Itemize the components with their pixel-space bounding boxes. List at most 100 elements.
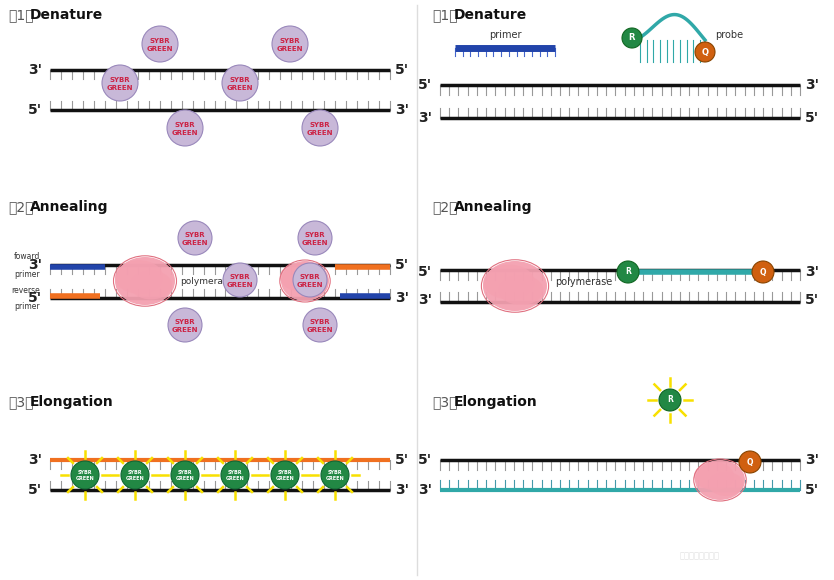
Text: GREEN: GREEN bbox=[307, 327, 334, 333]
Ellipse shape bbox=[115, 260, 163, 294]
Text: SYBR: SYBR bbox=[149, 38, 170, 44]
Text: GREEN: GREEN bbox=[147, 46, 173, 52]
Circle shape bbox=[168, 308, 202, 342]
Text: Denature: Denature bbox=[454, 8, 527, 22]
Text: 3': 3' bbox=[805, 78, 819, 92]
Ellipse shape bbox=[281, 261, 329, 301]
Ellipse shape bbox=[694, 462, 734, 490]
Text: SYBR: SYBR bbox=[174, 122, 195, 128]
Circle shape bbox=[221, 461, 249, 489]
Text: Q: Q bbox=[746, 458, 753, 466]
Text: GREEN: GREEN bbox=[325, 477, 344, 481]
Text: 5': 5' bbox=[805, 293, 819, 307]
Text: R: R bbox=[625, 267, 631, 277]
Text: Elongation: Elongation bbox=[454, 395, 538, 409]
Text: （2）: （2） bbox=[8, 200, 33, 214]
Text: 5': 5' bbox=[28, 483, 42, 497]
Text: 5': 5' bbox=[395, 63, 409, 77]
Text: Q: Q bbox=[701, 48, 709, 56]
Ellipse shape bbox=[484, 264, 535, 299]
Circle shape bbox=[71, 461, 99, 489]
Ellipse shape bbox=[709, 472, 743, 496]
Text: 3': 3' bbox=[395, 483, 409, 497]
Text: SYBR: SYBR bbox=[110, 77, 130, 83]
Circle shape bbox=[178, 221, 212, 255]
Circle shape bbox=[293, 263, 327, 297]
Text: 5': 5' bbox=[418, 265, 432, 279]
Text: GREEN: GREEN bbox=[297, 282, 324, 288]
Ellipse shape bbox=[294, 273, 328, 297]
Text: （2）: （2） bbox=[432, 200, 458, 214]
Circle shape bbox=[659, 389, 681, 411]
Circle shape bbox=[752, 261, 774, 283]
Text: SYBR: SYBR bbox=[174, 319, 195, 325]
Text: GREEN: GREEN bbox=[227, 282, 254, 288]
Text: R: R bbox=[667, 396, 673, 404]
Text: SYBR: SYBR bbox=[309, 319, 330, 325]
Ellipse shape bbox=[483, 261, 547, 311]
Text: 3': 3' bbox=[805, 265, 819, 279]
Text: GREEN: GREEN bbox=[277, 46, 304, 52]
Text: （1）: （1） bbox=[8, 8, 33, 22]
Circle shape bbox=[121, 461, 149, 489]
Text: Annealing: Annealing bbox=[454, 200, 532, 214]
Text: GREEN: GREEN bbox=[126, 477, 144, 481]
Text: SYBR: SYBR bbox=[128, 469, 143, 474]
Text: 3': 3' bbox=[28, 258, 42, 272]
Circle shape bbox=[102, 65, 138, 101]
Text: GREEN: GREEN bbox=[302, 240, 329, 246]
Text: GREEN: GREEN bbox=[307, 130, 334, 136]
Text: polymerase: polymerase bbox=[555, 277, 612, 287]
Text: GREEN: GREEN bbox=[172, 130, 198, 136]
Text: 5': 5' bbox=[395, 453, 409, 467]
Text: 3': 3' bbox=[418, 111, 432, 125]
Ellipse shape bbox=[115, 257, 175, 305]
Text: 知识丨福利金融讲: 知识丨福利金融讲 bbox=[680, 551, 720, 560]
Circle shape bbox=[272, 26, 308, 62]
Text: SYBR: SYBR bbox=[229, 77, 250, 83]
Text: 5': 5' bbox=[418, 78, 432, 92]
Text: Denature: Denature bbox=[30, 8, 103, 22]
Ellipse shape bbox=[499, 275, 544, 305]
Text: GREEN: GREEN bbox=[182, 240, 208, 246]
Text: 5': 5' bbox=[805, 111, 819, 125]
Text: （3）: （3） bbox=[8, 395, 33, 409]
Text: Annealing: Annealing bbox=[30, 200, 108, 214]
Text: 3': 3' bbox=[805, 453, 819, 467]
Text: GREEN: GREEN bbox=[227, 85, 254, 91]
Text: 5': 5' bbox=[28, 291, 42, 305]
Text: 3': 3' bbox=[395, 103, 409, 117]
Circle shape bbox=[695, 42, 715, 62]
Text: primer: primer bbox=[489, 30, 521, 40]
Text: SYBR: SYBR bbox=[178, 469, 193, 474]
Text: 3': 3' bbox=[28, 453, 42, 467]
Circle shape bbox=[223, 263, 257, 297]
Text: SYBR: SYBR bbox=[309, 122, 330, 128]
Circle shape bbox=[321, 461, 349, 489]
Circle shape bbox=[142, 26, 178, 62]
Text: SYBR: SYBR bbox=[278, 469, 292, 474]
Text: GREEN: GREEN bbox=[275, 477, 294, 481]
Ellipse shape bbox=[695, 460, 745, 500]
Text: 3': 3' bbox=[395, 291, 409, 305]
Text: SYBR: SYBR bbox=[228, 469, 242, 474]
Circle shape bbox=[303, 308, 337, 342]
Circle shape bbox=[622, 28, 642, 48]
Circle shape bbox=[222, 65, 258, 101]
Circle shape bbox=[298, 221, 332, 255]
Text: （1）: （1） bbox=[432, 8, 458, 22]
Text: primer: primer bbox=[14, 270, 40, 279]
Text: foward: foward bbox=[13, 252, 40, 261]
Text: SYBR: SYBR bbox=[78, 469, 93, 474]
Circle shape bbox=[271, 461, 299, 489]
Text: primer: primer bbox=[14, 302, 40, 311]
Text: GREEN: GREEN bbox=[172, 327, 198, 333]
Text: GREEN: GREEN bbox=[226, 477, 244, 481]
Text: GREEN: GREEN bbox=[107, 85, 133, 91]
Text: 3': 3' bbox=[418, 483, 432, 497]
Text: 5': 5' bbox=[395, 258, 409, 272]
Text: 5': 5' bbox=[418, 453, 432, 467]
Text: （3）: （3） bbox=[432, 395, 458, 409]
Text: SYBR: SYBR bbox=[184, 232, 205, 238]
Text: SYBR: SYBR bbox=[279, 38, 300, 44]
